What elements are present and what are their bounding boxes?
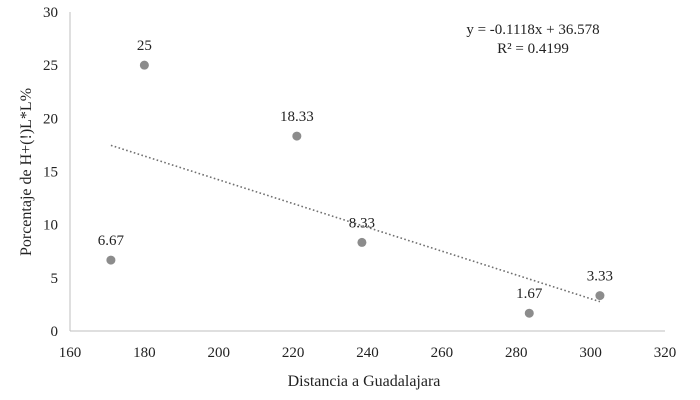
data-point [595, 291, 605, 301]
data-label: 18.33 [280, 109, 314, 125]
data-point [292, 131, 302, 141]
y-tick-label: 15 [43, 165, 58, 181]
y-tick-label: 5 [51, 271, 59, 287]
x-tick-label: 240 [356, 345, 379, 361]
y-axis-title: Porcentaje de H+(!)L*L% [18, 88, 35, 256]
data-label: 6.67 [98, 233, 125, 249]
trendline-group [110, 144, 601, 303]
y-tick-label: 0 [51, 324, 59, 340]
x-tick-label: 220 [282, 345, 305, 361]
data-point [357, 237, 367, 247]
data-points [106, 60, 605, 318]
x-tick-label: 160 [59, 345, 82, 361]
data-point [106, 255, 116, 265]
trendline-equation: y = -0.1118x + 36.578 [466, 22, 599, 38]
trendline [110, 144, 601, 303]
x-tick-label: 200 [208, 345, 231, 361]
tick-labels: 160 180 200 220 240 260 280 300 320 0 5 10 15 20 25 30 [43, 5, 676, 361]
data-labels: 6.67 25 18.33 8.33 1.67 3.33 [98, 38, 613, 302]
axes [69, 12, 665, 332]
x-tick-label: 320 [654, 345, 677, 361]
data-label: 25 [137, 38, 152, 54]
y-tick-label: 10 [43, 218, 58, 234]
data-label: 1.67 [516, 286, 543, 302]
y-tick-label: 20 [43, 111, 58, 127]
data-label: 8.33 [349, 215, 375, 231]
data-label: 3.33 [587, 269, 613, 285]
x-tick-label: 260 [431, 345, 454, 361]
x-axis-title: Distancia a Guadalajara [288, 373, 441, 390]
data-point [139, 60, 149, 70]
data-point [524, 308, 534, 318]
y-tick-label: 30 [43, 5, 58, 21]
trendline-r-squared: R² = 0.4199 [497, 41, 569, 57]
x-tick-label: 280 [505, 345, 528, 361]
x-tick-label: 300 [579, 345, 602, 361]
x-tick-label: 180 [133, 345, 156, 361]
y-tick-label: 25 [43, 58, 58, 74]
